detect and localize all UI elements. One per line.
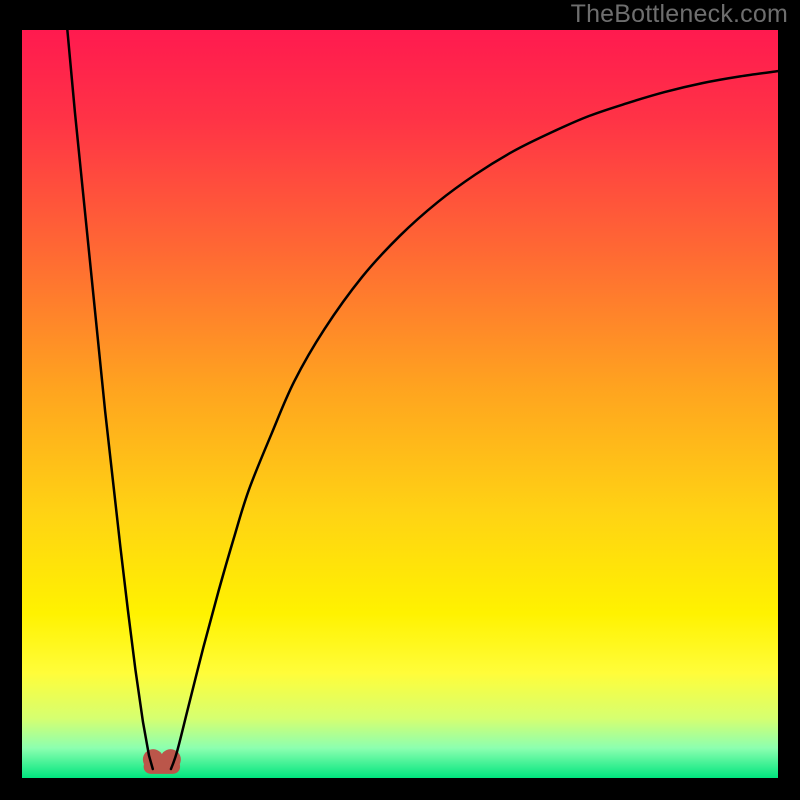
chart-container: TheBottleneck.com [0,0,800,800]
bottleneck-chart [0,0,800,800]
watermark-text: TheBottleneck.com [571,0,788,29]
